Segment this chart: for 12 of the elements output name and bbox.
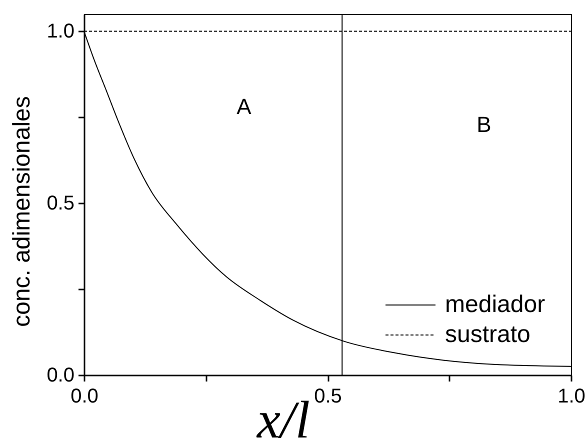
y-tick-label: 0.5 xyxy=(46,192,74,215)
y-tick-label: 0.0 xyxy=(46,364,74,386)
annotation: B xyxy=(476,112,492,137)
y-tick-label: 1.0 xyxy=(46,20,74,43)
x-tick-label: 0.0 xyxy=(70,386,98,408)
annotation: A xyxy=(236,94,252,119)
legend-label: sustrato xyxy=(445,321,530,348)
y-axis-title: conc. adimensionales xyxy=(8,96,36,327)
legend-label: mediador xyxy=(445,291,546,318)
x-axis-title: x/l xyxy=(256,392,310,439)
x-tick-label: 1.0 xyxy=(558,386,586,408)
x-tick-label: 0.5 xyxy=(314,386,342,408)
